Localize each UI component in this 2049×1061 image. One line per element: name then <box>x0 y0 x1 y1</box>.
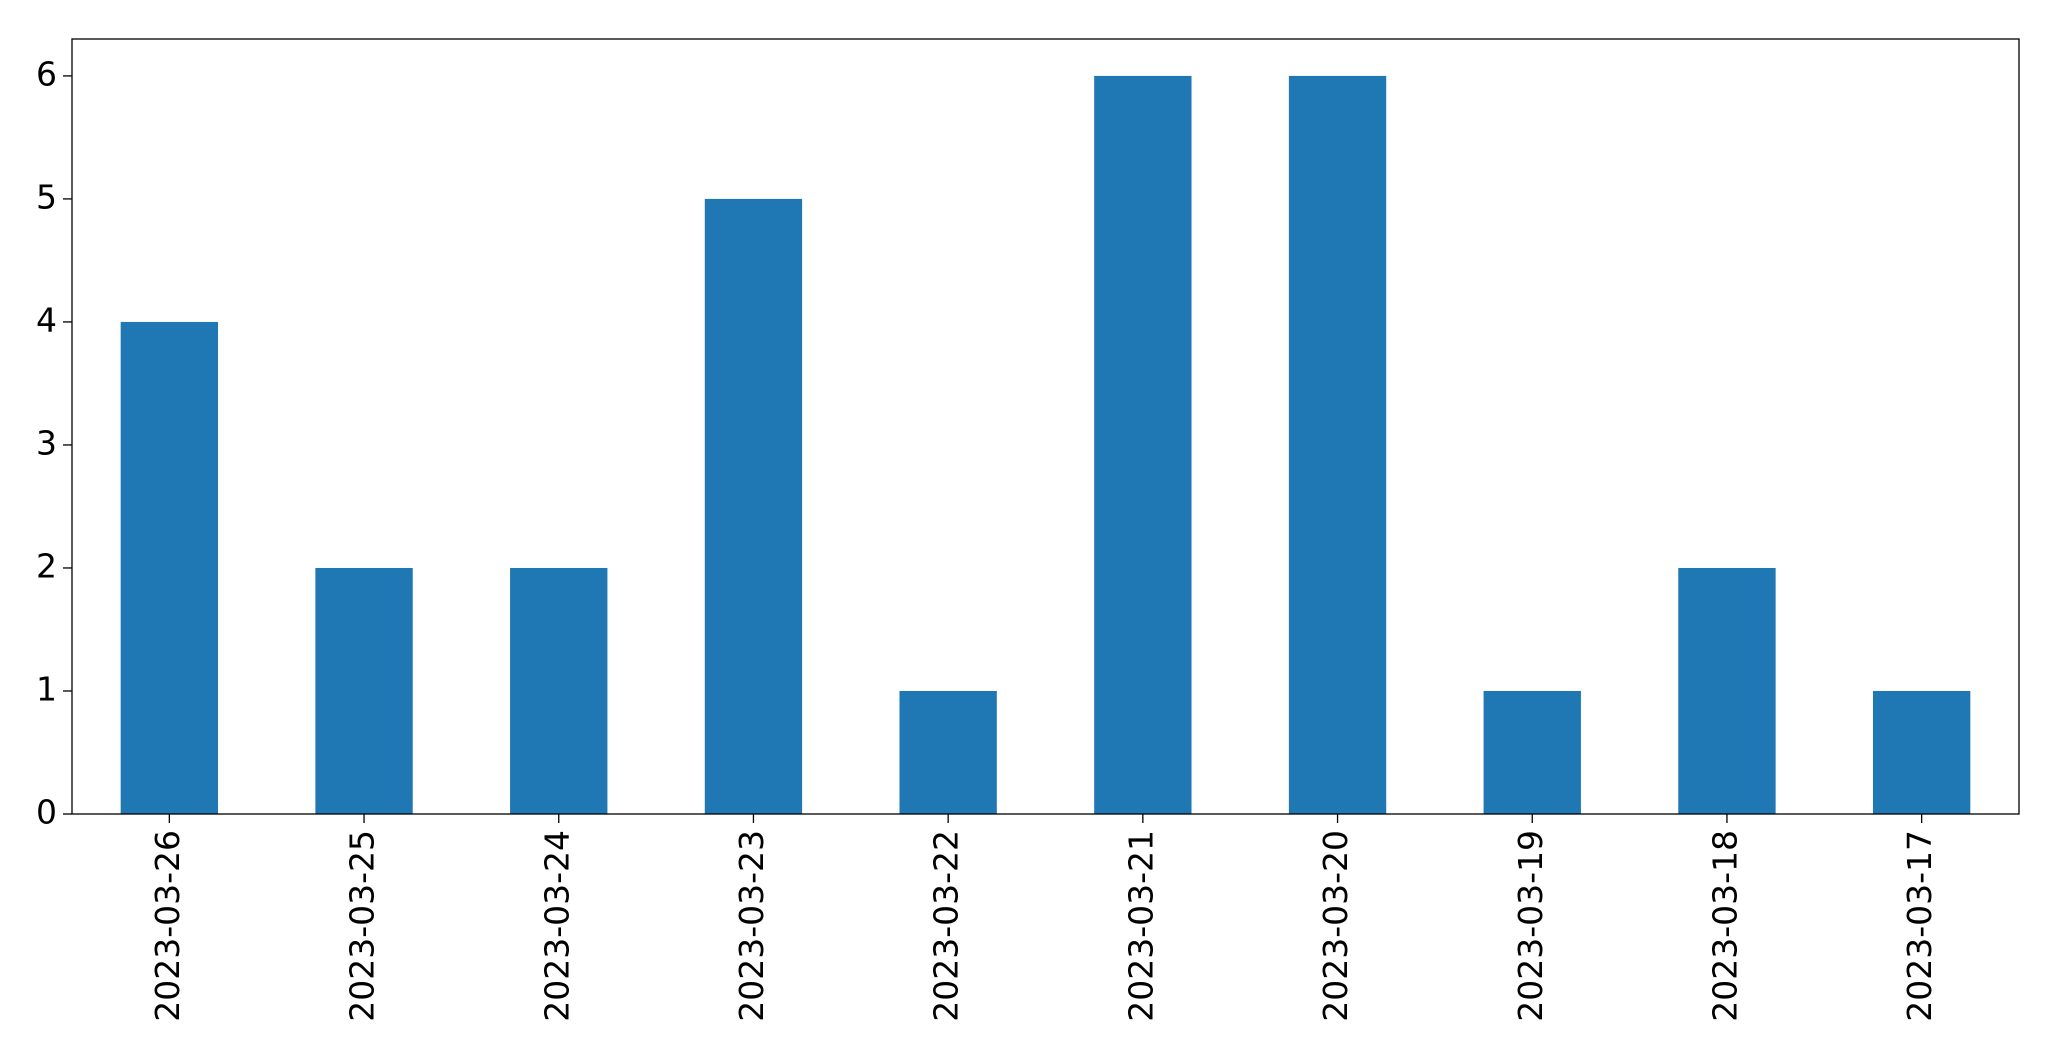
bar <box>1288 75 1387 814</box>
bar <box>704 198 803 814</box>
x-tick-label: 2023-03-24 <box>537 830 576 1022</box>
y-tick-label: 0 <box>36 793 57 832</box>
bar <box>1872 690 1971 814</box>
y-tick-label: 6 <box>36 54 57 93</box>
bar <box>1483 690 1581 814</box>
plot-frame <box>71 38 2020 815</box>
bar <box>1678 567 1776 814</box>
x-tick-label: 2023-03-20 <box>1316 830 1355 1022</box>
y-tick-label: 2 <box>36 546 57 585</box>
y-tick-label: 5 <box>36 177 57 216</box>
x-tick-label: 2023-03-19 <box>1511 830 1550 1022</box>
bar <box>1094 75 1192 814</box>
x-tick-label: 2023-03-26 <box>148 830 187 1022</box>
bar <box>315 567 413 814</box>
bar <box>510 567 608 814</box>
x-tick-label: 2023-03-17 <box>1900 830 1939 1022</box>
x-tick-label: 2023-03-22 <box>927 830 966 1022</box>
y-tick-label: 4 <box>36 300 57 339</box>
y-tick-label: 1 <box>36 669 57 708</box>
x-tick-label: 2023-03-25 <box>343 830 382 1022</box>
x-tick-label: 2023-03-18 <box>1705 830 1744 1022</box>
y-tick-label: 3 <box>36 423 57 462</box>
bar <box>120 321 219 814</box>
bar <box>899 690 997 814</box>
x-tick-label: 2023-03-21 <box>1121 830 1160 1022</box>
x-tick-label: 2023-03-23 <box>732 830 771 1022</box>
